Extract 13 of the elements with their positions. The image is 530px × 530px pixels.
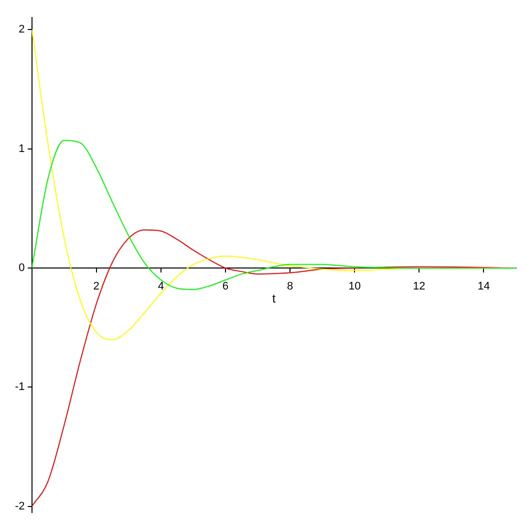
y-tick-label: 1 — [18, 142, 25, 155]
x-tick-label: 14 — [478, 280, 490, 293]
x-axis-title: t — [272, 291, 276, 306]
y-tick-label: 0 — [18, 262, 25, 274]
y-tick-label: -1 — [15, 381, 25, 394]
y-tick-label: 2 — [18, 24, 25, 36]
y-tick-label: -2 — [15, 500, 25, 512]
x-tick-label: 4 — [158, 280, 164, 293]
x-tick-label: 12 — [413, 280, 426, 293]
x-tick-label: 10 — [348, 280, 361, 293]
x-tick-label: 2 — [93, 280, 100, 293]
x-tick-label: 6 — [222, 280, 229, 293]
x-tick-label: 8 — [286, 280, 294, 293]
